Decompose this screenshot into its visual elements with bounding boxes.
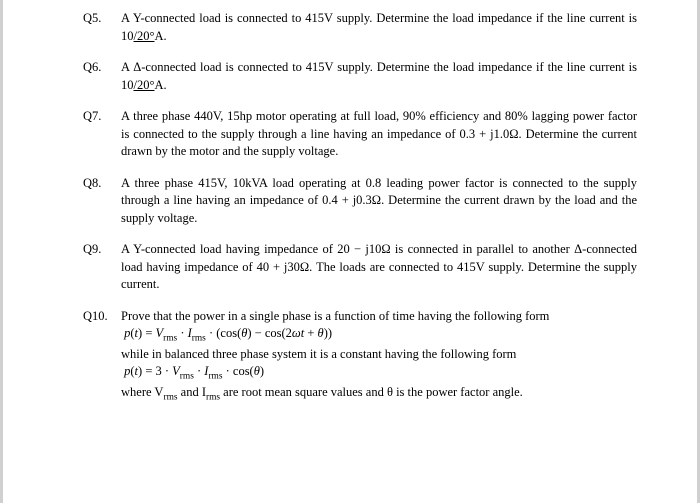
question-body: A Y-connected load is connected to 415V … <box>121 10 637 45</box>
question-row: Q10.Prove that the power in a single pha… <box>83 308 637 405</box>
question-number: Q7. <box>83 108 121 161</box>
question-body: A Δ-connected load is connected to 415V … <box>121 59 637 94</box>
question-row: Q7.A three phase 440V, 15hp motor operat… <box>83 108 637 161</box>
question-number: Q8. <box>83 175 121 228</box>
question-row: Q5.A Y-connected load is connected to 41… <box>83 10 637 45</box>
question-row: Q8.A three phase 415V, 10kVA load operat… <box>83 175 637 228</box>
question-list: Q5.A Y-connected load is connected to 41… <box>83 10 637 404</box>
question-row: Q9.A Y-connected load having impedance o… <box>83 241 637 294</box>
question-body: Prove that the power in a single phase i… <box>121 308 637 405</box>
question-number: Q5. <box>83 10 121 45</box>
question-body: A three phase 440V, 15hp motor operating… <box>121 108 637 161</box>
question-row: Q6.A Δ-connected load is connected to 41… <box>83 59 637 94</box>
question-body: A Y-connected load having impedance of 2… <box>121 241 637 294</box>
question-body: A three phase 415V, 10kVA load operating… <box>121 175 637 228</box>
document-page: Q5.A Y-connected load is connected to 41… <box>0 0 700 503</box>
question-number: Q9. <box>83 241 121 294</box>
question-number: Q10. <box>83 308 121 405</box>
question-number: Q6. <box>83 59 121 94</box>
